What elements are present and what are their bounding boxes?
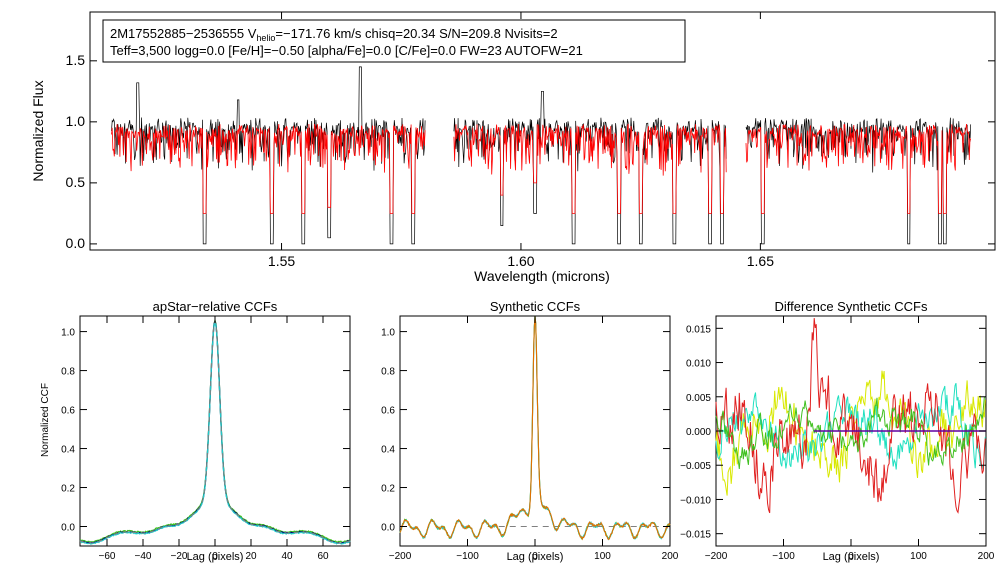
difference-ccf-panel: −200 −100 0 100 200 −0.015 −0.010 −0.005 0.000 0…: [680, 299, 995, 563]
apstar-ccf-y-axis-label: Normalized CCF: [40, 383, 51, 457]
difference-ccf-y-ticks: −0.015 −0.010 −0.005 0.000 0.005 0.010 0.015: [680, 324, 986, 541]
model-spectrum-line-chip-3: [745, 123, 972, 214]
spectrum-x-tick-label-0: 1.55: [268, 253, 295, 269]
apstar-ccf-x-tick-label-3: 0: [212, 551, 218, 562]
model-spectrum-line-chip-1: [111, 123, 426, 214]
model-spectrum-line-chip-2: [453, 123, 727, 214]
difference-ccf-x-tick-label-1: −100: [772, 551, 795, 562]
difference-ccf-x-tick-label-2: 0: [848, 551, 854, 562]
synthetic-ccf-y-tick-label-0: 0.0: [381, 523, 395, 534]
spectrum-plot-frame: [89, 11, 996, 251]
spectrum-x-ticks: 1.55 1.60 1.65: [268, 12, 774, 269]
synthetic-ccf-line-3: [399, 316, 671, 541]
spectrum-x-tick-label-1: 1.60: [507, 253, 534, 269]
synthetic-ccf-x-axis-label: Lag (pixels): [507, 551, 564, 563]
apstar-ccf-plot-frame: [79, 315, 351, 547]
observed-spectrum-line-chip-1: [111, 66, 426, 245]
apstar-ccf-line-3: [79, 319, 351, 545]
synthetic-ccf-y-tick-label-1: 0.2: [381, 484, 395, 495]
synthetic-ccf-y-tick-label-4: 0.8: [381, 367, 395, 378]
spectrum-y-tick-label-2: 1.0: [66, 113, 86, 129]
spectrum-y-tick-label-1: 0.5: [66, 174, 86, 190]
difference-ccf-x-tick-label-3: 100: [910, 551, 927, 562]
apstar-ccf-x-tick-label-5: 40: [281, 551, 293, 562]
difference-ccf-x-axis-label: Lag (pixels): [823, 551, 880, 563]
synthetic-ccf-y-tick-label-3: 0.6: [381, 406, 395, 417]
synthetic-ccf-x-tick-label-3: 100: [594, 551, 611, 562]
synthetic-ccf-x-tick-label-2: 0: [532, 551, 538, 562]
difference-ccf-line-3: [715, 318, 986, 514]
apstar-ccf-x-tick-label-4: 20: [245, 551, 257, 562]
apstar-ccf-x-tick-label-2: −20: [171, 551, 188, 562]
apstar-ccf-series-group: [79, 318, 351, 545]
apstar-ccf-reference-dashed-line: [79, 318, 351, 544]
spectrum-y-tick-label-3: 1.5: [66, 52, 86, 68]
difference-ccf-y-tick-label-2: −0.005: [680, 461, 711, 472]
difference-ccf-x-ticks: −200 −100 0 100 200: [705, 316, 995, 562]
apstar-ccf-title: apStar−relative CCFs: [153, 299, 278, 314]
spectrum-y-tick-label-0: 0.0: [66, 235, 86, 251]
difference-ccf-y-tick-label-3: 0.000: [686, 427, 711, 438]
spectrum-y-ticks: 0.0 0.5 1.0 1.5: [66, 52, 995, 251]
spectrum-x-tick-label-2: 1.65: [747, 253, 774, 269]
synthetic-ccf-line-1: [399, 315, 670, 541]
synthetic-ccf-y-tick-label-5: 1.0: [381, 328, 395, 339]
apstar-ccf-y-tick-label-3: 0.6: [61, 406, 75, 417]
synthetic-ccf-y-tick-label-2: 0.4: [381, 445, 395, 456]
difference-ccf-series-group: [715, 318, 986, 514]
synthetic-ccf-x-tick-label-4: 200: [662, 551, 679, 562]
stellar-parameters-box: [102, 19, 686, 63]
apstar-ccf-y-tick-label-0: 0.0: [61, 523, 75, 534]
stellar-parameters-line2: Teff=3,500 logg=0.0 [Fe/H]=−0.50 [alpha/…: [110, 43, 583, 58]
synthetic-ccf-x-tick-label-1: −100: [456, 551, 479, 562]
synthetic-ccf-line-2: [399, 317, 671, 541]
synthetic-ccf-x-tick-label-0: −200: [389, 551, 412, 562]
apstar-ccf-x-ticks: −60 −40 −20 0 20 40 60: [99, 316, 329, 562]
difference-ccf-y-tick-label-5: 0.010: [686, 359, 711, 370]
difference-ccf-title: Difference Synthetic CCFs: [775, 299, 928, 314]
synthetic-ccf-x-ticks: −200 −100 0 100 200: [389, 316, 679, 562]
difference-ccf-y-tick-label-4: 0.005: [686, 393, 711, 404]
spectrum-y-axis-label: Normalized Flux: [30, 80, 46, 181]
apstar-ccf-y-tick-label-4: 0.8: [61, 367, 75, 378]
spectrum-x-axis-label: Wavelength (microns): [474, 268, 610, 284]
difference-ccf-line-4: [715, 396, 986, 469]
apstar-ccf-line-1: [79, 318, 351, 544]
synthetic-ccf-series-group: [399, 315, 671, 541]
difference-ccf-x-tick-label-4: 200: [978, 551, 995, 562]
synthetic-ccf-panel: −200 −100 0 100 200 0.0 0.2 0.4 0.6 0.8 1.0 Synth…: [381, 299, 679, 563]
difference-ccf-y-tick-label-6: 0.015: [686, 324, 711, 335]
difference-ccf-x-tick-label-0: −200: [705, 551, 728, 562]
apstar-ccf-line-2: [80, 319, 351, 545]
synthetic-ccf-title: Synthetic CCFs: [490, 299, 581, 314]
apstar-ccf-x-axis-label: Lag (pixels): [187, 551, 244, 563]
difference-ccf-y-tick-label-0: −0.015: [680, 530, 711, 541]
apstar-ccf-y-tick-label-1: 0.2: [61, 484, 75, 495]
stellar-parameters-line1: 2M17552885−2536555 Vhelio=−171.76 km/s c…: [110, 26, 558, 43]
apstar-ccf-x-tick-label-1: −40: [135, 551, 152, 562]
apstar-ccf-x-tick-label-0: −60: [99, 551, 116, 562]
difference-ccf-y-tick-label-1: −0.010: [680, 495, 711, 506]
synthetic-ccf-plot-frame: [399, 315, 671, 547]
apstar-ccf-panel: −60 −40 −20 0 20 40 60 0.0 0.2 0.4 0.6 0.8 1.0 apSt…: [40, 299, 351, 563]
apstar-ccf-x-tick-label-6: 60: [317, 551, 329, 562]
synthetic-ccf-y-ticks: 0.0 0.2 0.4 0.6 0.8 1.0: [381, 328, 670, 534]
spectrum-series-group: [111, 66, 972, 245]
apstar-ccf-y-tick-label-2: 0.4: [61, 445, 75, 456]
apstar-ccf-y-tick-label-5: 1.0: [61, 328, 75, 339]
spectrum-panel: 1.55 1.60 1.65 0.0 0.5 1.0 1.5 2M17552885−253…: [30, 11, 996, 284]
apstar-ccf-y-ticks: 0.0 0.2 0.4 0.6 0.8 1.0: [61, 328, 350, 534]
observed-spectrum-line-chip-2: [453, 90, 727, 245]
